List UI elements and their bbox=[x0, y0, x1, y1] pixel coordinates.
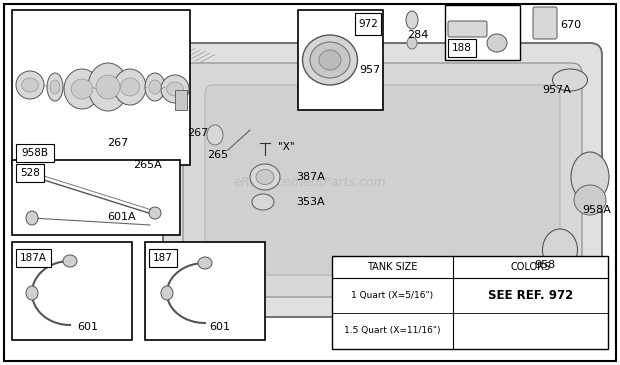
Ellipse shape bbox=[20, 165, 36, 181]
Text: 957: 957 bbox=[360, 65, 381, 75]
Bar bbox=[448, 39, 476, 57]
Text: COLORS: COLORS bbox=[510, 261, 551, 272]
Ellipse shape bbox=[149, 207, 161, 219]
FancyBboxPatch shape bbox=[533, 7, 557, 39]
Ellipse shape bbox=[149, 80, 161, 94]
Text: 265: 265 bbox=[208, 150, 229, 160]
Text: 528: 528 bbox=[20, 168, 40, 178]
Bar bbox=[149, 249, 177, 267]
Text: 187A: 187A bbox=[19, 253, 46, 263]
Ellipse shape bbox=[50, 80, 60, 94]
Ellipse shape bbox=[22, 78, 38, 92]
Bar bbox=[16, 164, 44, 182]
Bar bbox=[332, 255, 608, 349]
Text: 958B: 958B bbox=[22, 148, 48, 158]
Text: 187: 187 bbox=[153, 253, 173, 263]
FancyBboxPatch shape bbox=[205, 85, 560, 275]
Ellipse shape bbox=[161, 286, 173, 300]
Ellipse shape bbox=[64, 69, 100, 109]
Ellipse shape bbox=[145, 73, 165, 101]
Ellipse shape bbox=[136, 136, 154, 150]
Ellipse shape bbox=[207, 125, 223, 145]
Text: 972: 972 bbox=[358, 19, 378, 29]
Text: 958: 958 bbox=[534, 260, 556, 270]
Ellipse shape bbox=[256, 169, 274, 184]
Ellipse shape bbox=[114, 69, 146, 105]
Ellipse shape bbox=[161, 75, 189, 103]
Text: 1 Quart (X=5/16"): 1 Quart (X=5/16") bbox=[352, 291, 433, 300]
Text: 601A: 601A bbox=[108, 212, 136, 222]
Text: SEE REF. 972: SEE REF. 972 bbox=[488, 289, 573, 302]
Text: 284: 284 bbox=[407, 30, 428, 40]
Ellipse shape bbox=[549, 262, 571, 278]
Text: 958A: 958A bbox=[583, 205, 611, 215]
Ellipse shape bbox=[26, 211, 38, 225]
Ellipse shape bbox=[406, 11, 418, 29]
Ellipse shape bbox=[16, 71, 44, 99]
Ellipse shape bbox=[487, 34, 507, 52]
Text: eReplacementParts.com: eReplacementParts.com bbox=[234, 176, 386, 189]
Ellipse shape bbox=[303, 35, 358, 85]
Ellipse shape bbox=[552, 69, 588, 91]
Ellipse shape bbox=[47, 73, 63, 101]
Ellipse shape bbox=[63, 255, 77, 267]
Ellipse shape bbox=[167, 82, 184, 96]
Text: 601: 601 bbox=[210, 322, 231, 332]
Text: 670: 670 bbox=[560, 20, 581, 30]
Ellipse shape bbox=[120, 78, 140, 96]
Ellipse shape bbox=[26, 286, 38, 300]
Bar bbox=[175, 90, 187, 110]
Text: 267: 267 bbox=[187, 128, 208, 138]
Ellipse shape bbox=[571, 152, 609, 202]
Ellipse shape bbox=[96, 75, 120, 99]
Text: 267: 267 bbox=[107, 138, 128, 148]
Text: TANK SIZE: TANK SIZE bbox=[367, 261, 418, 272]
Text: 601: 601 bbox=[78, 322, 99, 332]
Ellipse shape bbox=[333, 45, 347, 55]
Text: 265A: 265A bbox=[134, 160, 162, 170]
Ellipse shape bbox=[318, 35, 362, 65]
Ellipse shape bbox=[252, 194, 274, 210]
Ellipse shape bbox=[88, 63, 128, 111]
Ellipse shape bbox=[574, 185, 606, 215]
Bar bbox=[12, 160, 180, 235]
Ellipse shape bbox=[198, 257, 212, 269]
Ellipse shape bbox=[542, 229, 577, 271]
Ellipse shape bbox=[305, 56, 355, 74]
Bar bbox=[298, 10, 383, 110]
Ellipse shape bbox=[310, 42, 350, 78]
Bar bbox=[355, 13, 381, 35]
Text: 1.5 Quart (X=11/16"): 1.5 Quart (X=11/16") bbox=[344, 326, 441, 335]
Bar bbox=[16, 144, 54, 162]
Ellipse shape bbox=[163, 158, 177, 172]
Bar bbox=[145, 242, 265, 340]
Ellipse shape bbox=[250, 164, 280, 190]
Text: 387A: 387A bbox=[296, 172, 325, 182]
Text: 957A: 957A bbox=[542, 85, 572, 95]
Bar bbox=[16, 249, 51, 267]
Text: 353A: 353A bbox=[296, 197, 325, 207]
FancyBboxPatch shape bbox=[183, 63, 582, 297]
Ellipse shape bbox=[71, 79, 93, 99]
Text: 188: 188 bbox=[452, 43, 472, 53]
FancyBboxPatch shape bbox=[163, 43, 602, 317]
Bar bbox=[12, 10, 190, 165]
Bar bbox=[445, 5, 520, 60]
Ellipse shape bbox=[319, 50, 341, 70]
Ellipse shape bbox=[326, 41, 354, 59]
FancyBboxPatch shape bbox=[448, 21, 487, 37]
Text: "X": "X" bbox=[278, 142, 294, 152]
Ellipse shape bbox=[407, 37, 417, 49]
Bar bbox=[12, 242, 132, 340]
